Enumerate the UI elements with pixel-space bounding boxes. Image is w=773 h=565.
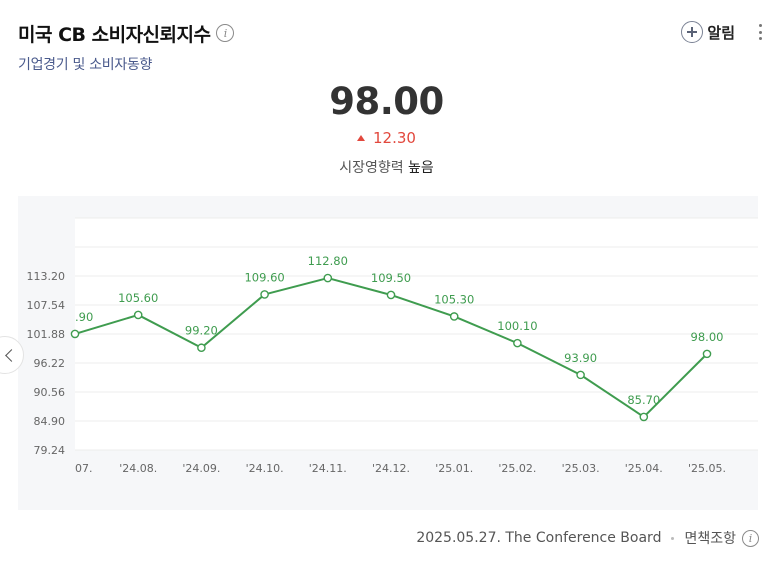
data-point <box>639 412 649 422</box>
y-tick-label: 101.88 <box>27 328 66 341</box>
data-label: 98.00 <box>691 330 724 344</box>
data-label: 105.30 <box>434 292 474 306</box>
change-value: 12.30 <box>0 129 773 147</box>
footer: 2025.05.27. The Conference Board 면책조항 i <box>416 528 759 548</box>
x-tick-label: '25.05. <box>688 462 726 475</box>
data-point <box>197 343 206 353</box>
header: 미국 CB 소비자신뢰지수 i 기업경기 및 소비자동향 알림 <box>18 18 763 78</box>
more-icon[interactable] <box>759 24 763 40</box>
market-impact: 시장영향력 높음 <box>0 157 773 177</box>
x-tick-label: '24.11. <box>309 462 347 475</box>
x-tick-label: '25.02. <box>498 462 536 475</box>
data-label: 100.10 <box>497 319 537 333</box>
data-label: .90 <box>75 310 93 324</box>
x-tick-label: '24.09. <box>182 462 220 475</box>
category-link[interactable]: 기업경기 및 소비자동향 <box>18 57 153 73</box>
triangle-up-icon <box>357 135 366 141</box>
data-point <box>133 310 143 320</box>
title-row: 미국 CB 소비자신뢰지수 i <box>18 18 763 48</box>
separator-dot <box>671 536 675 540</box>
chart-area: 113.20 107.54 101.88 96.22 90.56 84.90 79.24 07… <box>18 196 758 510</box>
alert-label: 알림 <box>707 23 735 42</box>
info-icon[interactable]: i <box>742 529 759 547</box>
data-point <box>70 329 80 339</box>
info-icon[interactable]: i <box>216 24 235 42</box>
date-source: 2025.05.27. The Conference Board <box>416 530 662 546</box>
page-title: 미국 CB 소비자신뢰지수 <box>18 23 211 46</box>
chevron-left-icon <box>4 348 18 362</box>
data-point <box>513 338 522 348</box>
data-label: 109.60 <box>244 270 284 284</box>
y-tick-label: 113.20 <box>27 270 66 283</box>
x-tick-label: '25.04. <box>625 462 663 475</box>
current-value: 98.00 <box>329 80 444 123</box>
data-label: 93.90 <box>564 351 597 365</box>
data-point <box>449 312 459 321</box>
data-point <box>386 290 396 300</box>
line-chart: 113.20 107.54 101.88 96.22 90.56 84.90 79.24 07… <box>27 217 758 475</box>
plus-icon <box>681 21 704 43</box>
x-tick-label: '24.10. <box>246 462 284 475</box>
data-point <box>323 273 333 283</box>
data-label: 99.20 <box>185 324 218 338</box>
data-point <box>260 290 269 299</box>
data-label: 85.70 <box>627 393 660 407</box>
disclaimer-link[interactable]: 면책조항 <box>684 531 736 547</box>
x-tick-label: 07. <box>75 462 93 475</box>
y-tick-label: 79.24 <box>34 444 66 457</box>
market-impact-label: 시장영향력 <box>339 160 404 176</box>
data-label: 112.80 <box>308 254 348 268</box>
y-tick-label: 107.54 <box>27 299 66 312</box>
alert-button[interactable]: 알림 <box>681 21 735 43</box>
change-amount: 12.30 <box>373 129 416 147</box>
data-point <box>702 349 712 359</box>
market-impact-value: 높음 <box>408 160 434 176</box>
x-tick-label: '24.12. <box>372 462 410 475</box>
x-tick-label: '25.01. <box>435 462 473 475</box>
y-tick-label: 90.56 <box>34 386 66 399</box>
data-label: 109.50 <box>371 271 411 285</box>
x-tick-label: '25.03. <box>562 462 600 475</box>
y-tick-label: 96.22 <box>34 357 66 370</box>
x-tick-label: '24.08. <box>119 462 157 475</box>
summary: 98.00 12.30 시장영향력 높음 <box>0 80 773 177</box>
data-point <box>576 370 585 380</box>
data-label: 105.60 <box>118 291 158 305</box>
y-tick-label: 84.90 <box>34 415 66 428</box>
